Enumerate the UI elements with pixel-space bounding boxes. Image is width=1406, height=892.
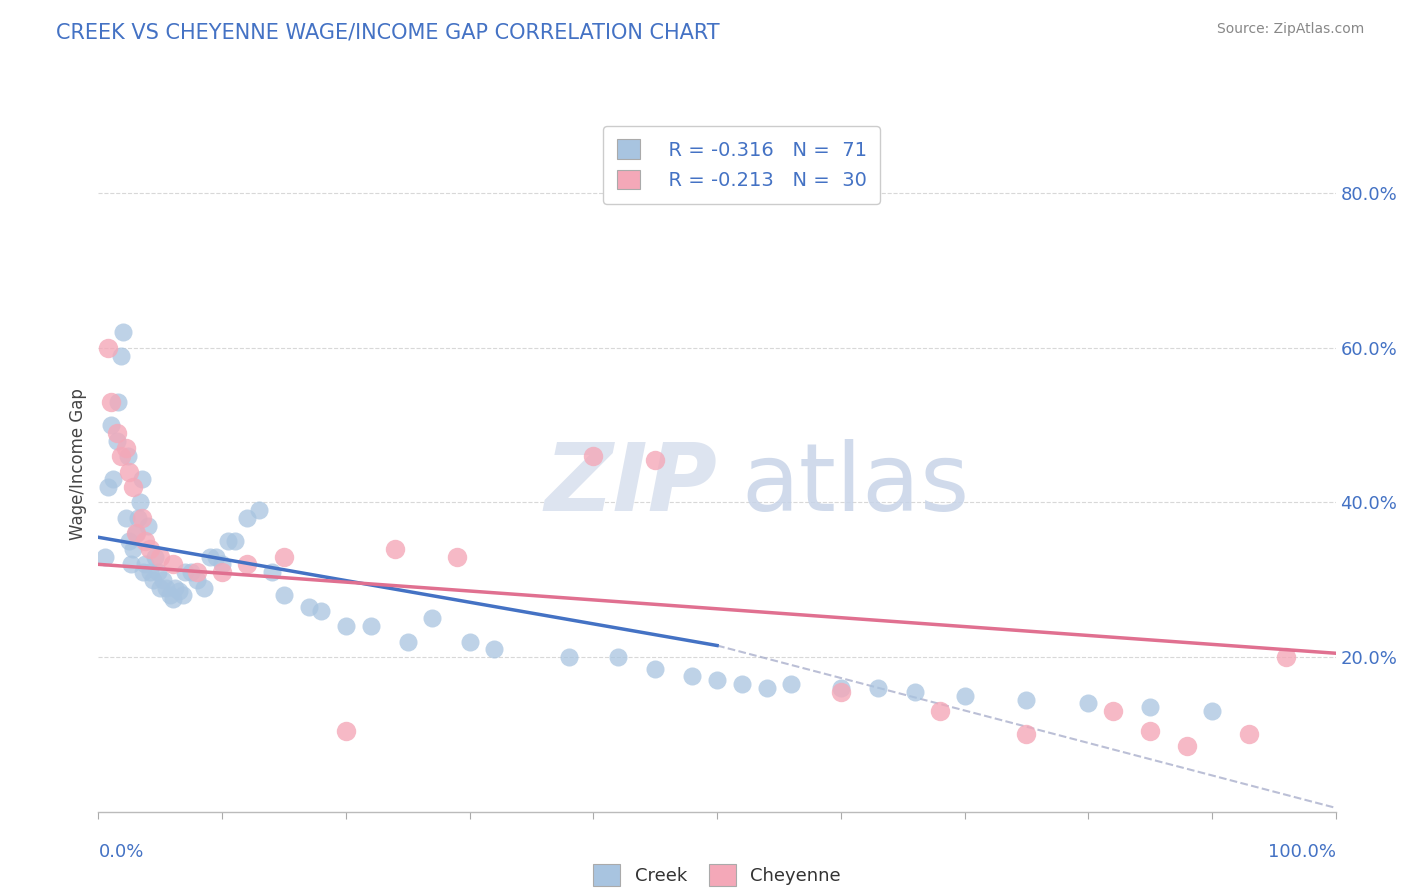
Text: 100.0%: 100.0%	[1268, 843, 1336, 861]
Y-axis label: Wage/Income Gap: Wage/Income Gap	[69, 388, 87, 540]
Text: CREEK VS CHEYENNE WAGE/INCOME GAP CORRELATION CHART: CREEK VS CHEYENNE WAGE/INCOME GAP CORREL…	[56, 22, 720, 42]
Text: Source: ZipAtlas.com: Source: ZipAtlas.com	[1216, 22, 1364, 37]
Text: ZIP: ZIP	[544, 439, 717, 531]
Legend: Creek, Cheyenne: Creek, Cheyenne	[586, 856, 848, 892]
Text: 0.0%: 0.0%	[98, 843, 143, 861]
Text: atlas: atlas	[742, 439, 970, 531]
